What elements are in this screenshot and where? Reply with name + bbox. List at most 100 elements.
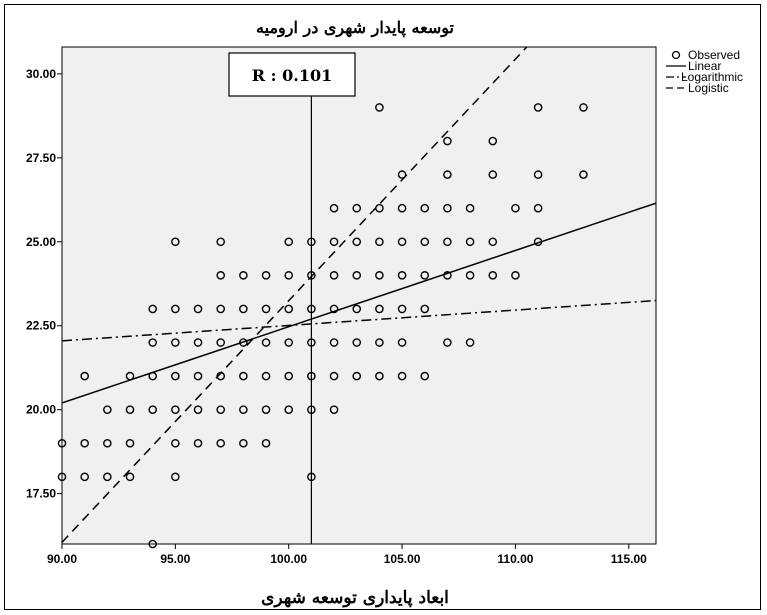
- legend: Observed Linear Logarithmic Logistic: [666, 48, 743, 95]
- x-tick-label: 115.00: [611, 552, 647, 566]
- observed-point: [443, 338, 452, 347]
- observed-point: [329, 405, 339, 414]
- observed-point: [80, 371, 89, 381]
- observed-point: [443, 170, 452, 179]
- observed-point: [352, 237, 362, 247]
- observed-point: [465, 203, 475, 213]
- observed-point: [171, 237, 180, 247]
- observed-point: [488, 271, 498, 280]
- observed-point: [216, 405, 226, 414]
- observed-point: [375, 304, 384, 314]
- observed-point: [103, 438, 112, 448]
- observed-point: [193, 405, 203, 414]
- observed-point: [216, 237, 226, 247]
- chart-title: توسعه پایدار شهری در ارومیه: [256, 18, 454, 38]
- observed-point: [80, 438, 89, 448]
- y-tick-label: 27.50: [26, 151, 56, 165]
- observed-point: [193, 338, 203, 347]
- observed-point: [352, 371, 362, 381]
- observed-point: [284, 371, 294, 381]
- observed-points: [57, 103, 588, 549]
- legend-label-logarithmic: Logarithmic: [681, 70, 743, 84]
- x-axis-label: ابعاد پایداری توسعه شهری: [261, 588, 449, 608]
- observed-point: [171, 304, 180, 314]
- observed-point: [329, 304, 339, 314]
- observed-point: [193, 304, 203, 314]
- observed-point: [239, 304, 248, 314]
- observed-point: [193, 371, 203, 381]
- observed-point: [171, 472, 180, 482]
- observed-point: [284, 271, 294, 280]
- observed-point: [533, 103, 543, 112]
- legend-label-linear: Linear: [688, 59, 721, 73]
- observed-point: [352, 338, 362, 347]
- y-tick-label: 30.00: [26, 67, 56, 81]
- observed-point: [465, 237, 475, 247]
- legend-label-observed: Observed: [688, 48, 740, 62]
- observed-point: [239, 438, 248, 448]
- observed-point: [57, 472, 67, 482]
- observed-point: [284, 237, 294, 247]
- observed-point: [284, 405, 294, 414]
- observed-point: [420, 271, 430, 280]
- observed-point: [420, 237, 430, 247]
- y-tick-label: 17.50: [26, 487, 56, 501]
- observed-point: [579, 103, 588, 112]
- observed-point: [443, 271, 452, 280]
- observed-point: [375, 237, 384, 247]
- observed-point: [420, 304, 430, 314]
- r-annotation-text: R : 0.101: [252, 66, 332, 85]
- observed-point: [352, 203, 362, 213]
- observed-point: [352, 304, 362, 314]
- r-annotation-box: [228, 52, 356, 97]
- observed-point: [261, 338, 271, 347]
- observed-point: [329, 237, 339, 247]
- observed-point: [125, 472, 135, 482]
- observed-point: [261, 271, 271, 280]
- legend-label-logistic: Logistic: [688, 81, 729, 95]
- observed-point: [579, 170, 588, 179]
- observed-point: [261, 371, 271, 381]
- observed-point: [397, 237, 407, 247]
- plot-background: [61, 46, 657, 545]
- observed-point: [171, 405, 180, 414]
- observed-point: [239, 405, 248, 414]
- observed-point: [397, 170, 407, 179]
- observed-point: [148, 338, 157, 347]
- fit-lines: [62, 47, 656, 543]
- observed-point: [171, 338, 180, 347]
- observed-point: [125, 438, 135, 448]
- observed-point: [352, 271, 362, 280]
- observed-point: [443, 136, 452, 146]
- observed-point: [284, 338, 294, 347]
- x-tick-label: 110.00: [497, 552, 533, 566]
- observed-point: [511, 203, 520, 213]
- observed-point: [443, 237, 452, 247]
- observed-point: [171, 438, 180, 448]
- observed-point: [125, 405, 135, 414]
- x-tick-label: 100.00: [270, 552, 307, 566]
- observed-point: [329, 271, 339, 280]
- observed-point: [375, 103, 384, 112]
- chart-frame: [4, 4, 761, 610]
- observed-point: [103, 405, 112, 414]
- observed-point: [57, 438, 67, 448]
- observed-point: [193, 438, 203, 448]
- observed-point: [148, 405, 157, 414]
- observed-point: [148, 304, 157, 314]
- observed-point: [397, 338, 407, 347]
- observed-point: [148, 539, 157, 549]
- r-annotation: R : 0.101: [228, 52, 356, 544]
- observed-point: [216, 338, 226, 347]
- y-tick-label: 22.50: [26, 319, 56, 333]
- observed-point: [261, 304, 271, 314]
- fit-line-logistic: [62, 47, 528, 543]
- observed-point: [397, 304, 407, 314]
- y-tick-label: 20.00: [26, 403, 56, 417]
- observed-point: [488, 136, 498, 146]
- observed-point: [511, 271, 520, 280]
- axes: 90.00 95.00 100.00 105.00 110.00 115.00 17.50 2…: [26, 67, 647, 566]
- observed-point: [465, 271, 475, 280]
- observed-point: [488, 170, 498, 179]
